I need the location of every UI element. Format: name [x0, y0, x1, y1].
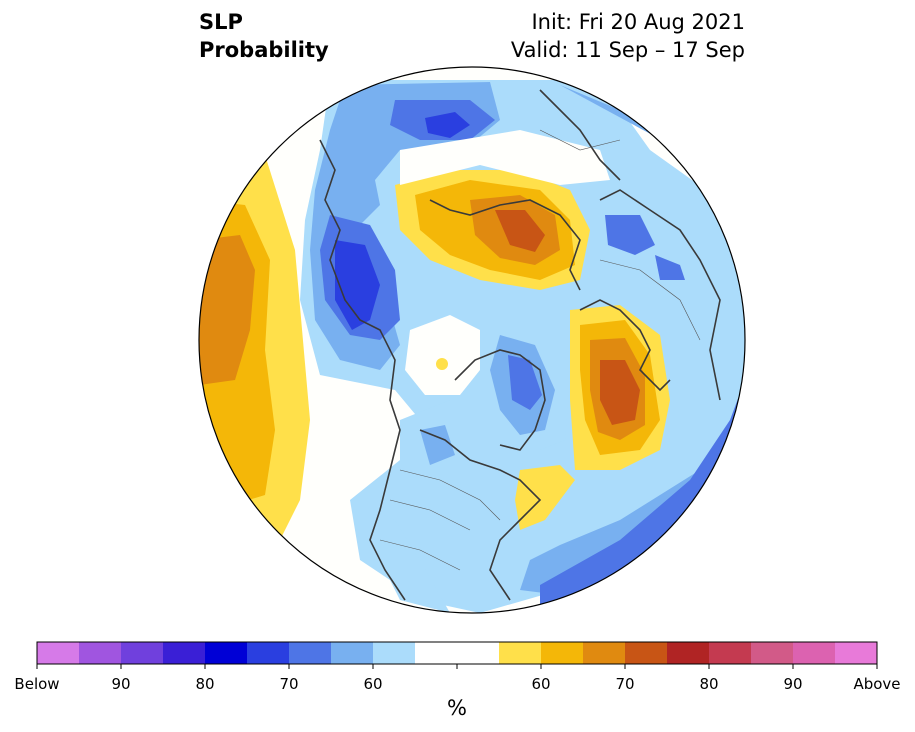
alaska-trough-80	[335, 240, 380, 330]
colorbar-segment	[205, 642, 248, 664]
arctic-small-high	[436, 358, 448, 370]
probability-field	[199, 67, 745, 613]
colorbar-tick-label: 90	[111, 675, 130, 693]
colorbar-segment	[541, 642, 584, 664]
colorbar-segments	[37, 642, 878, 664]
asia-blue-70b	[655, 255, 685, 280]
north-neutral-band	[400, 130, 610, 185]
greenland-blue-70	[508, 355, 542, 410]
colorbar-unit: %	[447, 696, 467, 720]
colorbar-segment	[499, 642, 542, 664]
colorbar-segment	[415, 642, 458, 664]
colorbar-segment	[835, 642, 878, 664]
colorbar-segment	[709, 642, 752, 664]
colorbar-tick-label: 80	[195, 675, 214, 693]
title-line-1: SLP	[199, 10, 243, 34]
upper-trough-80	[425, 112, 470, 138]
borders	[379, 129, 701, 571]
colorbar-segment	[373, 642, 416, 664]
namerica-blue-60	[350, 500, 450, 613]
colorbar-segment	[625, 642, 668, 664]
valid-range: Valid: 11 Sep – 17 Sep	[510, 38, 745, 62]
hudson-blue-65	[420, 425, 455, 465]
colorbar-tick-label: 90	[783, 675, 802, 693]
colorbar-tick-label: 60	[531, 675, 550, 693]
pacific-high-80	[199, 235, 255, 385]
asia-blue-70	[605, 215, 655, 255]
colorbar-tick-label: 80	[699, 675, 718, 693]
colorbar-segment	[331, 642, 374, 664]
coastlines	[319, 89, 721, 601]
colorbar-segment	[37, 642, 80, 664]
map-subtitle: Init: Fri 20 Aug 2021 Valid: 11 Sep – 17…	[511, 8, 745, 64]
colorbar-segment	[751, 642, 794, 664]
colorbar-segment	[121, 642, 164, 664]
europe-high-80	[600, 360, 640, 425]
colorbar-tick-label: Above	[853, 675, 900, 693]
colorbar-segment	[247, 642, 290, 664]
colorbar-tick-label: 70	[279, 675, 298, 693]
colorbar-tick-label: Below	[14, 675, 59, 693]
colorbar-segment	[79, 642, 122, 664]
colorbar-segment	[163, 642, 206, 664]
atlantic-high-60	[515, 465, 575, 530]
arctic-neutral	[405, 315, 480, 395]
eurasia-high-80	[495, 210, 545, 252]
outer-blue-65	[310, 82, 500, 370]
map-title: SLP Probability	[199, 8, 329, 64]
colorbar-tick-label: 60	[363, 675, 382, 693]
colorbar-segment	[667, 642, 710, 664]
colorbar-tick-label: 70	[615, 675, 634, 693]
colorbar-segment	[793, 642, 836, 664]
init-date: Init: Fri 20 Aug 2021	[531, 10, 745, 34]
map-boundary	[198, 66, 746, 614]
colorbar-segment	[457, 642, 500, 664]
colorbar-ticks: Below 90 80 70 60 60 70 80 90 Above	[14, 664, 901, 693]
colorbar-segment	[583, 642, 626, 664]
title-line-2: Probability	[199, 38, 329, 62]
colorbar-segment	[289, 642, 332, 664]
